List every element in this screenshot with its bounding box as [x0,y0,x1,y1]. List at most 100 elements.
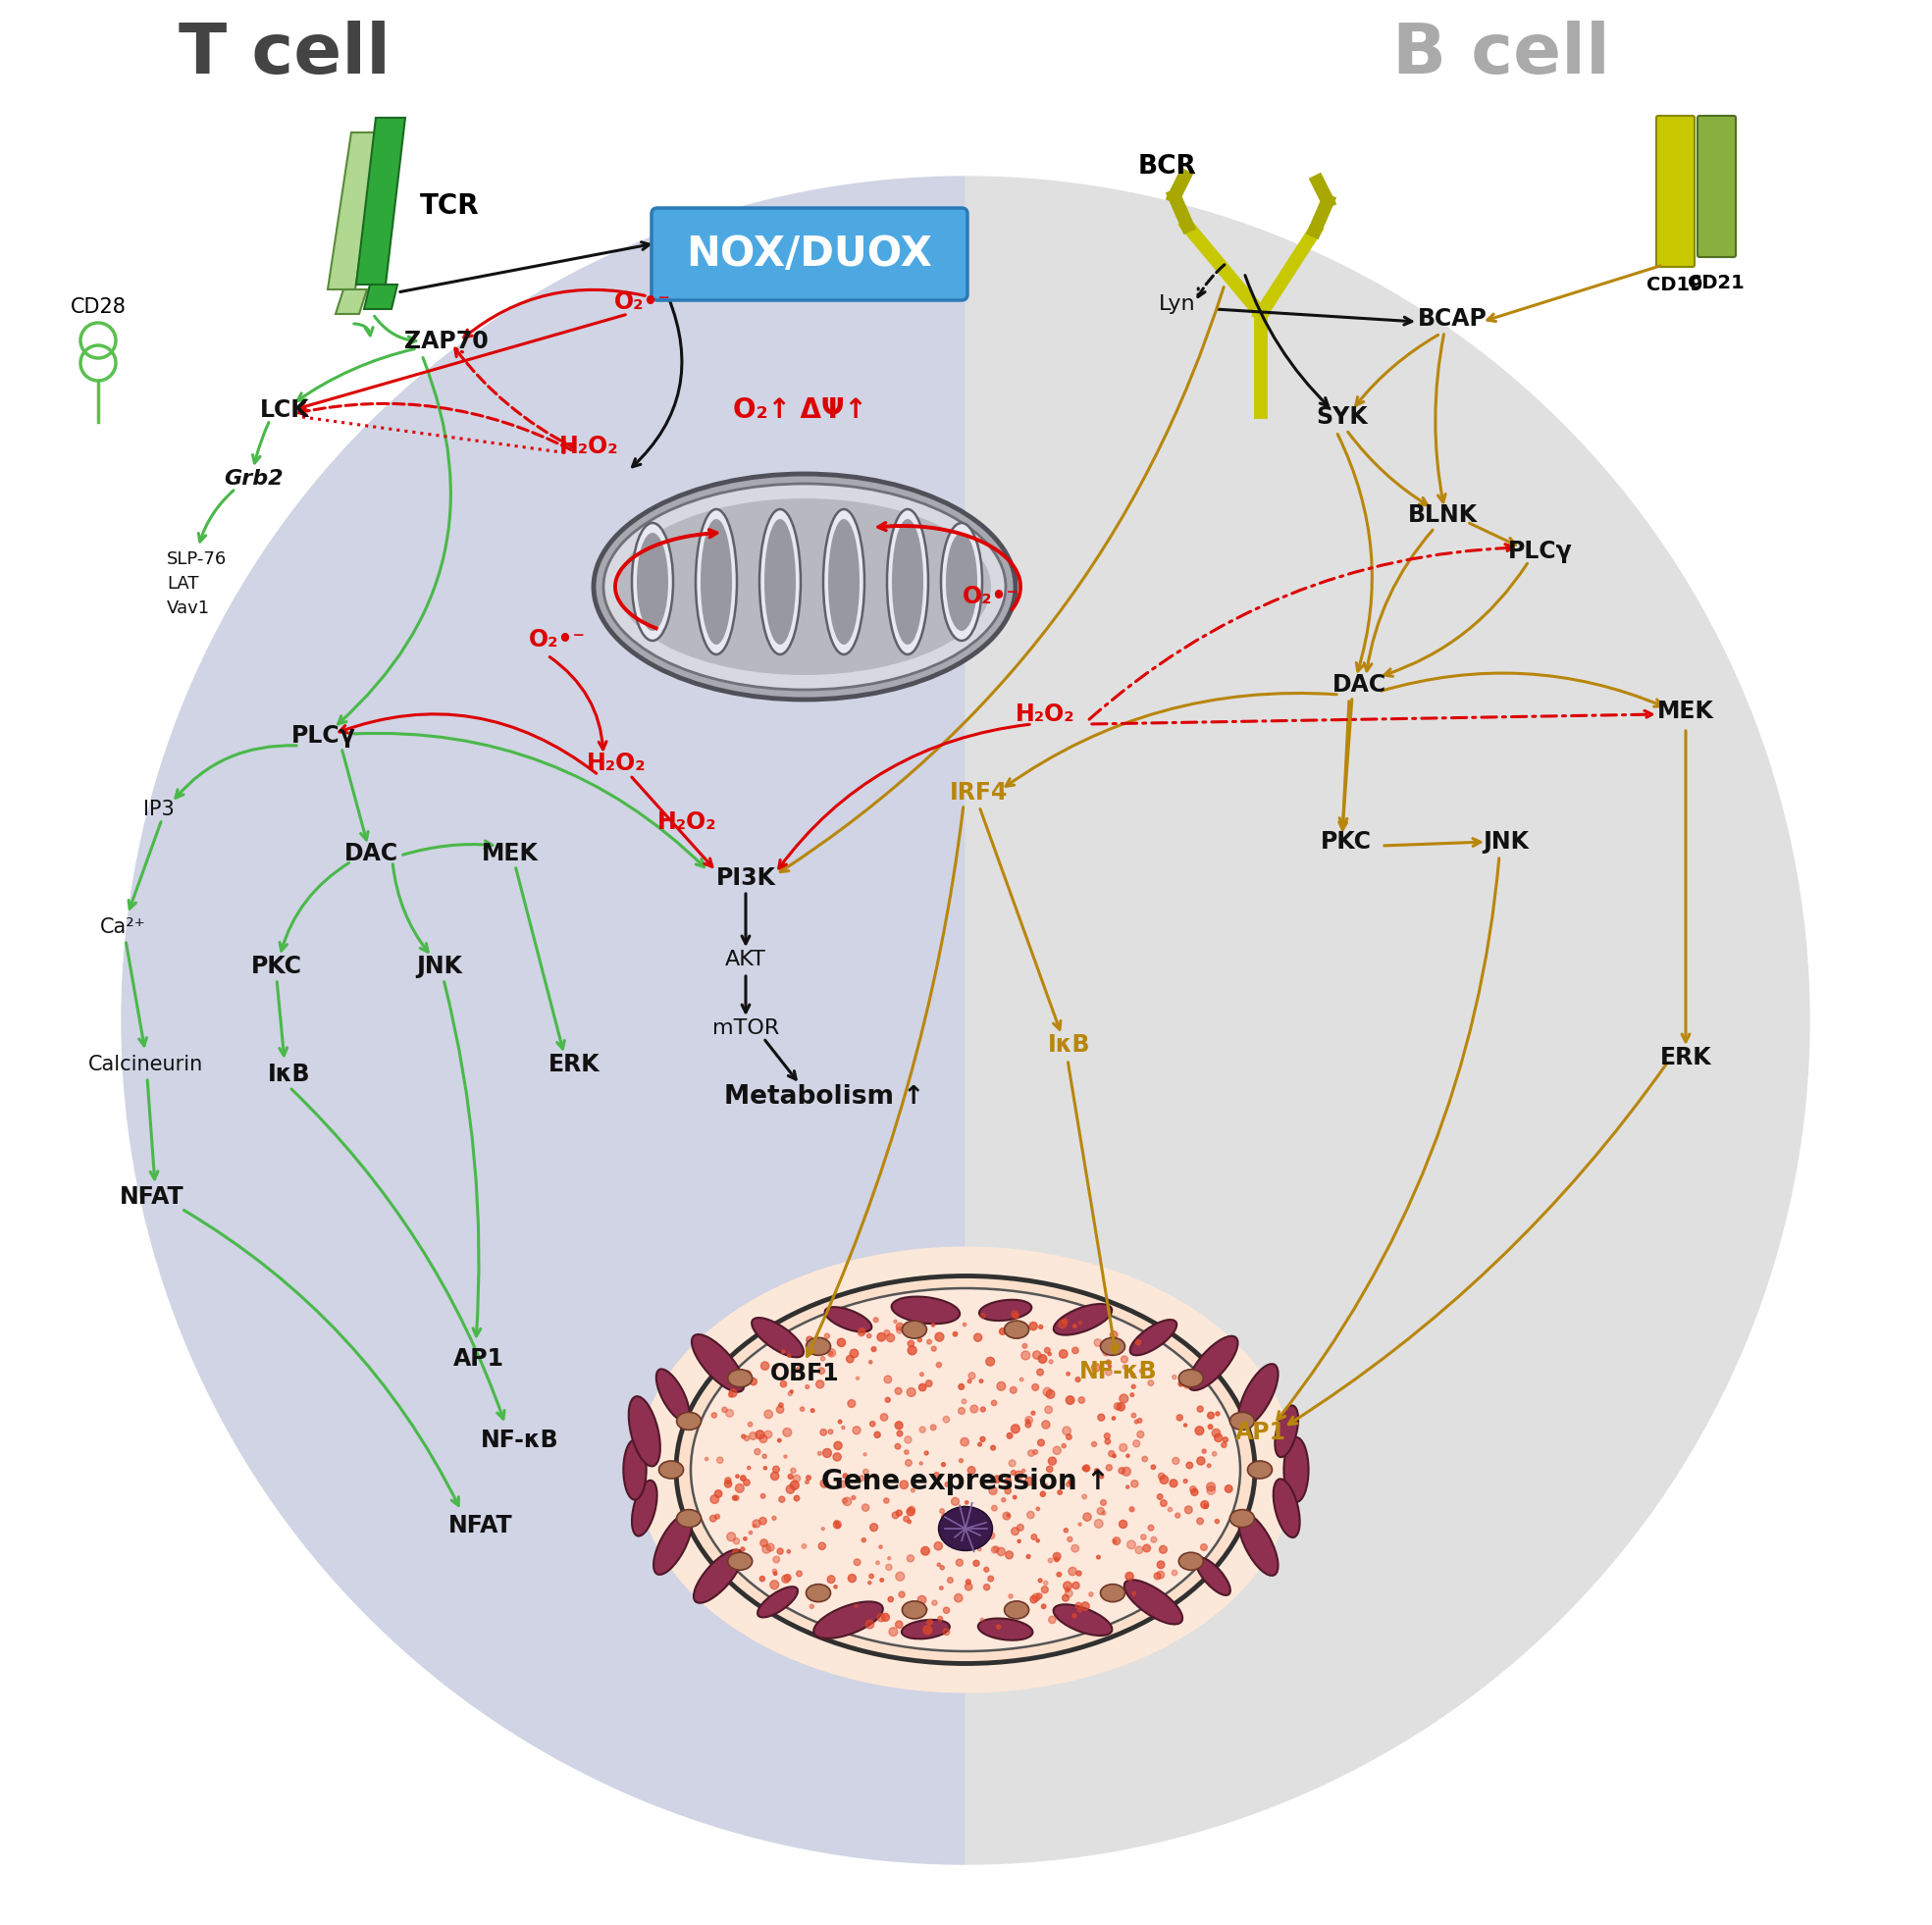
Text: H₂O₂: H₂O₂ [587,751,645,776]
Ellipse shape [632,1480,657,1536]
Circle shape [742,1434,746,1438]
Circle shape [815,1380,823,1388]
Circle shape [871,1347,877,1351]
Circle shape [1049,1359,1053,1363]
Circle shape [974,1334,981,1342]
Circle shape [806,1475,811,1480]
Ellipse shape [659,1461,684,1478]
Circle shape [1113,1538,1121,1546]
Ellipse shape [1101,1584,1124,1602]
Ellipse shape [1005,1602,1030,1619]
Ellipse shape [947,533,978,631]
Circle shape [867,1580,871,1584]
Circle shape [1101,1342,1107,1347]
Circle shape [1109,1365,1111,1369]
Circle shape [1179,1382,1182,1386]
Circle shape [723,1407,726,1413]
Circle shape [1157,1571,1165,1578]
Circle shape [1211,1428,1221,1438]
Circle shape [1186,1463,1192,1469]
Ellipse shape [701,520,732,645]
Circle shape [794,1496,800,1502]
Circle shape [715,1515,719,1519]
Circle shape [765,1430,773,1438]
Circle shape [854,1604,858,1607]
Ellipse shape [1188,1336,1238,1390]
Circle shape [1103,1349,1109,1355]
Circle shape [877,1613,885,1621]
Text: ZAP70: ZAP70 [404,329,489,352]
Circle shape [896,1322,904,1330]
Text: Grb2: Grb2 [224,470,282,489]
Circle shape [1140,1369,1144,1373]
Ellipse shape [728,1369,752,1388]
Circle shape [842,1475,848,1478]
Circle shape [1068,1567,1076,1575]
Circle shape [1134,1421,1138,1424]
Circle shape [1208,1413,1213,1419]
Circle shape [1005,1478,1010,1484]
Circle shape [877,1332,885,1342]
Circle shape [740,1548,744,1552]
Text: O₂•⁻: O₂•⁻ [614,291,670,314]
Circle shape [1159,1546,1167,1553]
Circle shape [1148,1525,1153,1530]
Circle shape [1200,1544,1208,1550]
Circle shape [906,1555,914,1561]
Circle shape [923,1451,929,1455]
Circle shape [1037,1369,1043,1376]
Circle shape [1084,1465,1090,1471]
Ellipse shape [1053,1303,1113,1336]
Circle shape [848,1575,856,1582]
Circle shape [842,1426,844,1428]
Ellipse shape [694,1550,742,1604]
Ellipse shape [1285,1438,1308,1502]
Circle shape [906,1388,916,1396]
Text: mTOR: mTOR [713,1018,779,1038]
Circle shape [786,1484,794,1494]
Circle shape [1122,1467,1130,1476]
Circle shape [885,1376,891,1384]
Circle shape [1094,1519,1103,1528]
Circle shape [980,1436,985,1442]
Circle shape [835,1442,842,1450]
Circle shape [736,1475,740,1478]
Circle shape [1184,1380,1192,1388]
Circle shape [1153,1573,1161,1578]
Circle shape [935,1332,945,1342]
Text: NFAT: NFAT [448,1513,514,1538]
FancyBboxPatch shape [651,208,968,300]
Circle shape [1132,1384,1136,1388]
Circle shape [964,1502,968,1503]
Circle shape [879,1546,883,1548]
Text: JNK: JNK [1484,830,1530,853]
Ellipse shape [618,499,991,676]
Circle shape [1099,1475,1103,1478]
Circle shape [784,1455,786,1457]
Circle shape [788,1475,792,1478]
Circle shape [744,1371,752,1376]
Ellipse shape [1273,1478,1300,1538]
Circle shape [1043,1484,1047,1486]
Circle shape [966,1534,970,1536]
Ellipse shape [902,1602,927,1619]
Text: PLCγ: PLCγ [1509,539,1573,564]
Circle shape [1007,1432,1012,1438]
Text: DAC: DAC [344,841,398,866]
Circle shape [759,1517,767,1525]
Circle shape [1065,1588,1070,1592]
Ellipse shape [628,1396,661,1467]
Circle shape [823,1450,831,1457]
Circle shape [842,1498,848,1503]
Text: T cell: T cell [178,19,390,89]
Circle shape [852,1496,856,1500]
Circle shape [1169,1480,1177,1488]
Circle shape [1101,1511,1105,1515]
Circle shape [759,1434,767,1442]
Circle shape [1026,1476,1034,1486]
Circle shape [895,1388,902,1394]
Text: MEK: MEK [481,841,539,866]
Circle shape [931,1424,937,1430]
Circle shape [1016,1613,1018,1617]
Circle shape [1196,1519,1204,1525]
